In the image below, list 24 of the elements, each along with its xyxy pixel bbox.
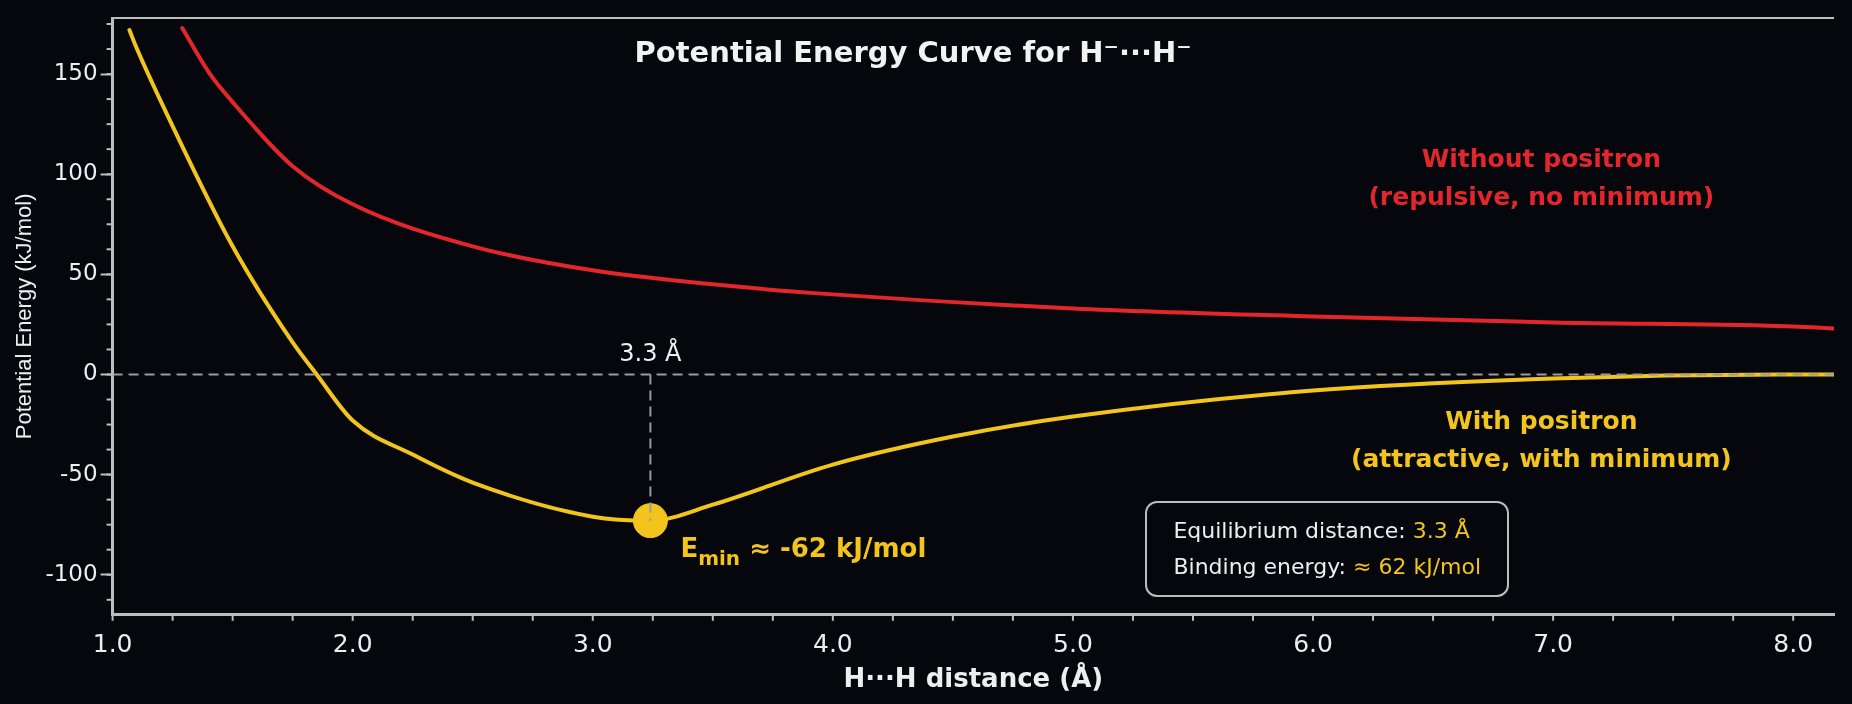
x-tick-label: 5.0 (1053, 629, 1093, 659)
x-tick-label: 3.0 (572, 629, 613, 659)
x-tick-label: 1.0 (92, 629, 133, 659)
y-tick-label: 100 (53, 159, 98, 186)
y-tick-label: 50 (68, 259, 98, 286)
info-box: Equilibrium distance: 3.3 Å Binding energy: ≈ 62 kJ/mol (1145, 501, 1510, 598)
x-tick-label: 6.0 (1293, 629, 1333, 659)
annotation: Binding energy: ≈ 62 kJ/mol (1173, 553, 1482, 582)
y-tick-label: -50 (60, 459, 98, 486)
text: Potential Energy Curve for H⁻···H⁻ (634, 35, 1192, 70)
text: Without positron (repulsive, no minimum) (1368, 143, 1715, 211)
annotation: Equilibrium distance: 3.3 Å (1173, 517, 1471, 546)
y-tick-label: -100 (45, 559, 98, 586)
series-label: With positron (attractive, with minimum) (1351, 406, 1732, 474)
x-axis-title: H···H distance (Å) (843, 662, 1104, 694)
x-tick-label: 4.0 (812, 629, 853, 659)
y-axis-title: Potential Energy (kJ/mol) (11, 193, 37, 440)
y-tick-label: 0 (82, 359, 98, 386)
x-tick-label: 8.0 (1773, 629, 1814, 659)
x-tick-label: 7.0 (1533, 629, 1573, 659)
ref-line-label: 3.3 Å (619, 337, 683, 367)
x-tick-label: 2.0 (332, 629, 373, 659)
line-series (180, 26, 1834, 331)
y-tick-label: 150 (53, 59, 98, 86)
